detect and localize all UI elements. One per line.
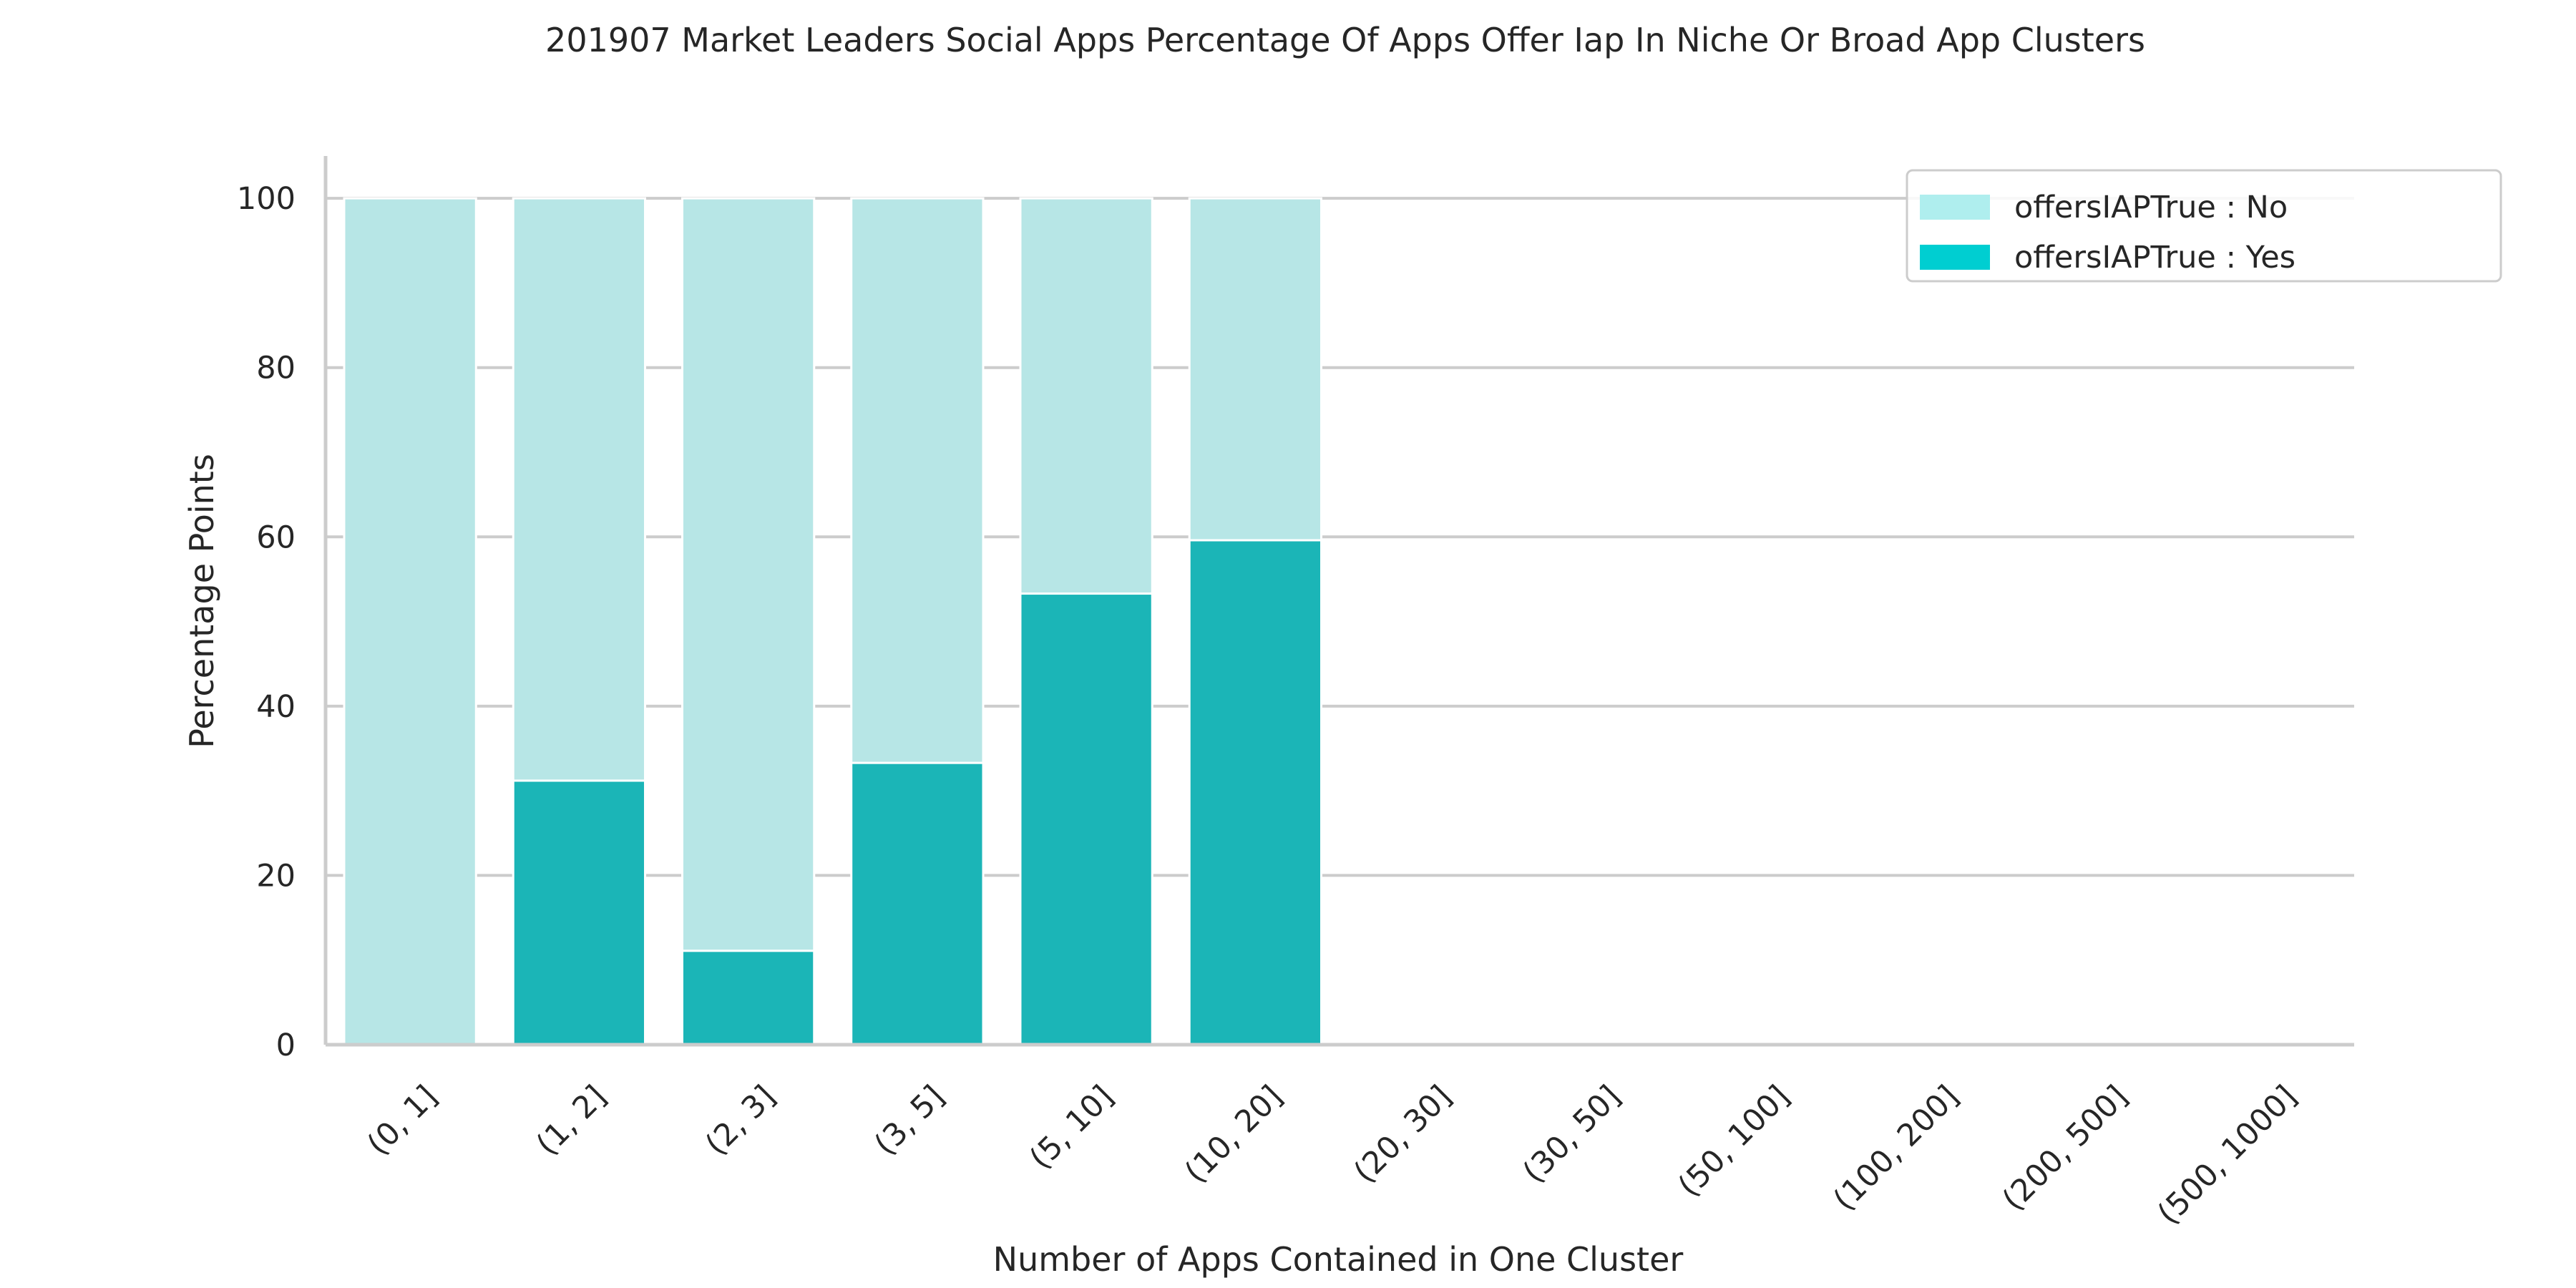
y-axis-label: Percentage Points [182,454,221,748]
bar-series-1-1 [512,197,647,782]
x-tick-label-8: (50, 100] [1672,1078,1797,1204]
legend-label-0: offersIAPTrue : Yes [2014,240,2296,275]
y-tick-label-40: 40 [256,689,296,725]
bar-series-0-2 [680,950,816,1046]
bar-series-0-5 [1188,539,1323,1046]
x-axis-label: Number of Apps Contained in One Cluster [993,1240,1684,1279]
y-tick-label-20: 20 [256,858,296,894]
x-tick-label-7: (30, 50] [1516,1078,1628,1190]
y-tick-label-0: 0 [276,1028,296,1063]
bar-series-1-4 [1019,197,1153,595]
bar-series-1-2 [680,197,816,952]
x-tick-label-4: (5, 10] [1023,1078,1120,1176]
y-tick-label-60: 60 [256,519,296,555]
legend-swatch-1 [1920,195,1990,220]
x-tick-label-11: (500, 1000] [2151,1078,2304,1231]
legend: offersIAPTrue : No offersIAPTrue : Yes [1906,169,2502,283]
bar-series-1-0 [343,197,477,1046]
y-tick-label-100: 100 [237,181,296,217]
legend-label-1: offersIAPTrue : No [2014,190,2288,225]
bar-series-0-3 [850,761,985,1046]
x-tick-label-5: (10, 20] [1178,1078,1289,1190]
x-tick-label-9: (100, 200] [1827,1078,1966,1217]
bar-series-1-3 [850,197,985,764]
x-tick-label-3: (3, 5] [868,1078,952,1162]
bar-series-0-4 [1019,592,1153,1046]
x-tick-label-0: (0, 1] [361,1078,444,1162]
y-tick-label-80: 80 [256,351,296,386]
x-tick-label-1: (1, 2] [530,1078,613,1162]
chart-title: 201907 Market Leaders Social Apps Percen… [545,21,2145,59]
bar-series-0-1 [512,779,647,1046]
x-tick-label-6: (20, 30] [1347,1078,1459,1190]
bar-layer [343,197,1323,1046]
legend-frame [1906,169,2502,283]
x-tick-label-10: (200, 500] [1996,1078,2135,1217]
legend-swatch-0 [1920,245,1990,270]
x-tick-label-2: (2, 3] [698,1078,782,1162]
bar-series-1-5 [1188,197,1323,542]
